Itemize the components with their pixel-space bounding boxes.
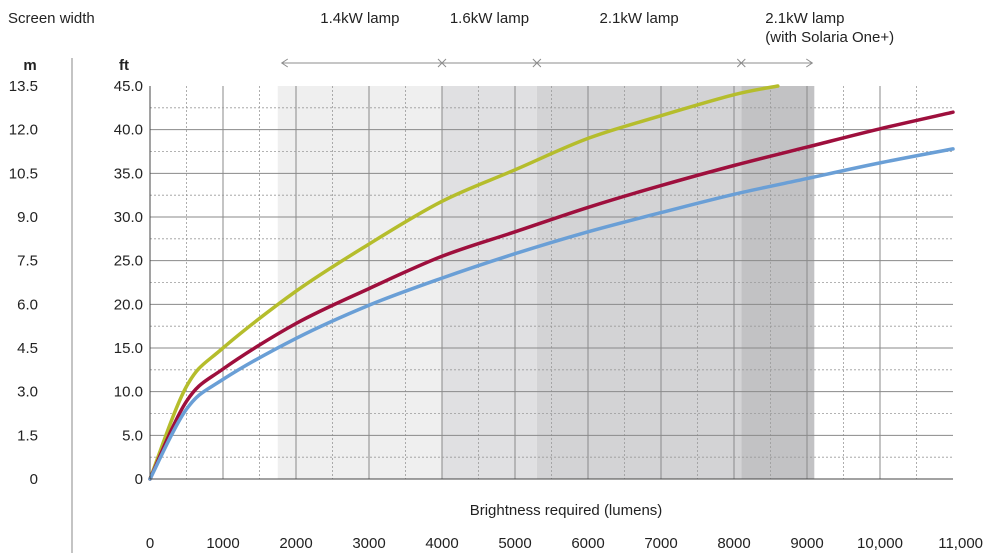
series-line-2 bbox=[148, 147, 955, 481]
series-line-1 bbox=[148, 110, 955, 481]
y-tick-label-m: 1.5 bbox=[17, 427, 38, 444]
x-tick-label: 11,000 bbox=[938, 535, 983, 552]
y-tick-label-m: 9.0 bbox=[17, 209, 38, 226]
x-tick-label: 8000 bbox=[717, 535, 750, 552]
lamp-range-arrow-right bbox=[806, 58, 814, 68]
lamp-label: 1.6kW lamp bbox=[450, 10, 529, 27]
x-tick-label: 6000 bbox=[571, 535, 604, 552]
y-tick-label-ft: 5.0 bbox=[122, 427, 143, 444]
chart-title: Screen width bbox=[8, 10, 95, 27]
y-tick-label-ft: 25.0 bbox=[114, 253, 143, 270]
y-tick-label-ft: 10.0 bbox=[114, 384, 143, 401]
y-tick-label-ft: 35.0 bbox=[114, 165, 143, 182]
x-tick-label: 10,000 bbox=[857, 535, 903, 552]
series-lines bbox=[148, 84, 955, 481]
plot-frame bbox=[149, 86, 953, 480]
x-tick-label: 9000 bbox=[790, 535, 823, 552]
grid-lines bbox=[150, 86, 953, 479]
x-tick-label: 2000 bbox=[279, 535, 312, 552]
x-tick-label: 1000 bbox=[206, 535, 239, 552]
x-axis-label: Brightness required (lumens) bbox=[470, 502, 663, 519]
y-tick-label-m: 13.5 bbox=[9, 78, 38, 95]
lamp-range-divider-mark bbox=[736, 58, 746, 68]
lamp-sublabel: (with Solaria One+) bbox=[765, 29, 894, 46]
x-tick-label: 7000 bbox=[644, 535, 677, 552]
y-tick-label-m: 10.5 bbox=[9, 165, 38, 182]
y-ticks-feet: 0 5.0 10.0 15.0 20.0 25.0 30.0 35.0 40.0 45.0 bbox=[114, 78, 143, 488]
y-tick-label-ft: 20.0 bbox=[114, 296, 143, 313]
y-unit-metres: m bbox=[23, 57, 36, 74]
y-tick-label-ft: 15.0 bbox=[114, 340, 143, 357]
lamp-range-divider-mark bbox=[437, 58, 447, 68]
y-tick-label-m: 12.0 bbox=[9, 122, 38, 139]
lamp-range-divider-mark bbox=[532, 58, 542, 68]
y-tick-label-m: 4.5 bbox=[17, 340, 38, 357]
lamp-label: 2.1kW lamp bbox=[599, 10, 678, 27]
y-tick-label-m: 3.0 bbox=[17, 384, 38, 401]
y-tick-label-ft: 0 bbox=[135, 471, 143, 488]
y-tick-label-m: 7.5 bbox=[17, 253, 38, 270]
lamp-labels: 1.4kW lamp 1.6kW lamp 2.1kW lamp 2.1kW lamp… bbox=[280, 10, 894, 68]
y-ticks-metres: 0 1.5 3.0 4.5 6.0 7.5 9.0 10.5 12.0 13.5 bbox=[9, 78, 38, 488]
x-tick-label: 0 bbox=[146, 535, 154, 552]
y-tick-label-m: 6.0 bbox=[17, 296, 38, 313]
y-tick-label-ft: 40.0 bbox=[114, 122, 143, 139]
x-tick-label: 3000 bbox=[352, 535, 385, 552]
x-tick-label: 5000 bbox=[498, 535, 531, 552]
lamp-label: 1.4kW lamp bbox=[320, 10, 399, 27]
y-tick-label-m: 0 bbox=[30, 471, 38, 488]
x-tick-label: 4000 bbox=[425, 535, 458, 552]
lamp-range-arrow-left bbox=[280, 58, 289, 68]
x-ticks: 0 1000 2000 3000 4000 5000 6000 7000 8000 9000 10,… bbox=[146, 535, 983, 552]
y-tick-label-ft: 30.0 bbox=[114, 209, 143, 226]
y-tick-label-ft: 45.0 bbox=[114, 78, 143, 95]
lamp-label: 2.1kW lamp bbox=[765, 10, 844, 27]
y-unit-feet: ft bbox=[119, 57, 129, 74]
series-line-0 bbox=[148, 84, 780, 481]
lamp-band-1 bbox=[442, 86, 537, 479]
